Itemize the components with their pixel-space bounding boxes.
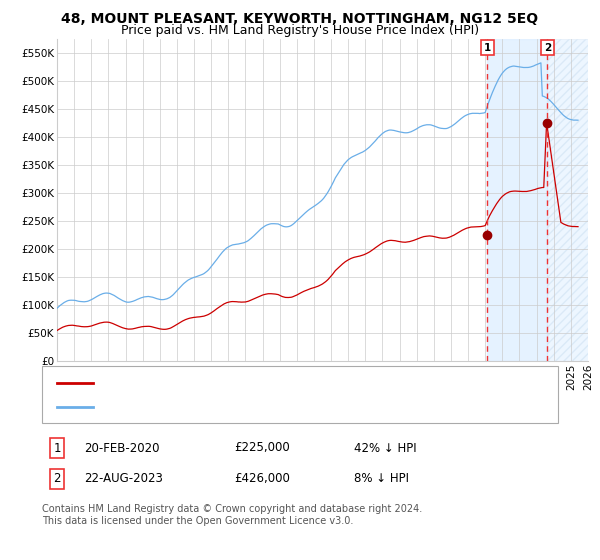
Text: 8% ↓ HPI: 8% ↓ HPI xyxy=(354,472,409,486)
Text: Contains HM Land Registry data © Crown copyright and database right 2024.
This d: Contains HM Land Registry data © Crown c… xyxy=(42,504,422,526)
Text: 42% ↓ HPI: 42% ↓ HPI xyxy=(354,441,416,455)
Text: 2: 2 xyxy=(544,43,551,53)
Text: 48, MOUNT PLEASANT, KEYWORTH, NOTTINGHAM, NG12 5EQ (detached house): 48, MOUNT PLEASANT, KEYWORTH, NOTTINGHAM… xyxy=(99,378,542,388)
Text: £426,000: £426,000 xyxy=(234,472,290,486)
Text: 48, MOUNT PLEASANT, KEYWORTH, NOTTINGHAM, NG12 5EQ: 48, MOUNT PLEASANT, KEYWORTH, NOTTINGHAM… xyxy=(61,12,539,26)
Bar xyxy=(547,39,588,361)
Text: 2: 2 xyxy=(53,472,61,486)
Text: 20-FEB-2020: 20-FEB-2020 xyxy=(84,441,160,455)
Text: 22-AUG-2023: 22-AUG-2023 xyxy=(84,472,163,486)
Text: 1: 1 xyxy=(53,441,61,455)
Text: HPI: Average price, detached house, Rushcliffe: HPI: Average price, detached house, Rush… xyxy=(99,402,360,412)
Bar xyxy=(487,39,547,361)
Text: Price paid vs. HM Land Registry's House Price Index (HPI): Price paid vs. HM Land Registry's House … xyxy=(121,24,479,37)
Text: £225,000: £225,000 xyxy=(234,441,290,455)
Text: 1: 1 xyxy=(484,43,491,53)
